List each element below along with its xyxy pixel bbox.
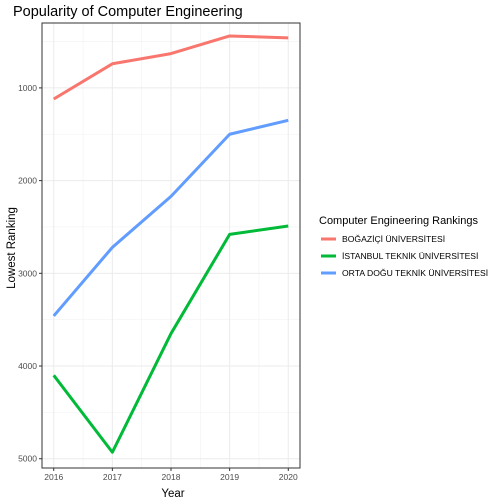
y-tick-label: 4000 bbox=[18, 361, 37, 371]
y-axis: 1000 2000 3000 4000 5000 bbox=[18, 83, 42, 464]
x-tick-label: 2016 bbox=[44, 472, 63, 482]
x-tick-label: 2018 bbox=[162, 472, 181, 482]
y-tick-label: 3000 bbox=[18, 268, 37, 278]
series-line-3 bbox=[52, 118, 289, 317]
y-tick-label: 1000 bbox=[18, 83, 37, 93]
x-axis: 2016 2017 2018 2019 2020 bbox=[44, 468, 298, 482]
grid-major bbox=[42, 23, 300, 468]
x-tick-label: 2017 bbox=[103, 472, 122, 482]
y-tick-label: 5000 bbox=[18, 454, 37, 464]
x-tick-label: 2019 bbox=[220, 472, 239, 482]
legend-label-1: BOĞAZİÇİ ÜNİVERSİTESİ bbox=[342, 234, 445, 244]
x-axis-title: Year bbox=[161, 488, 184, 500]
legend-title: Computer Engineering Rankings bbox=[319, 215, 478, 227]
series-line-1 bbox=[52, 34, 289, 101]
y-tick-label: 2000 bbox=[18, 176, 37, 186]
series-lines bbox=[52, 34, 289, 454]
series-line-2 bbox=[52, 224, 289, 454]
chart-title: Popularity of Computer Engineering bbox=[13, 4, 243, 20]
legend-label-2: İSTANBUL TEKNİK ÜNİVERSİTESİ bbox=[342, 251, 478, 261]
legend: Computer Engineering Rankings BOĞAZİÇİ Ü… bbox=[319, 215, 488, 278]
legend-label-3: ORTA DOĞU TEKNİK ÜNİVERSİTESİ bbox=[342, 268, 488, 278]
x-tick-label: 2020 bbox=[279, 472, 298, 482]
y-axis-title: Lowest Ranking bbox=[6, 207, 18, 289]
